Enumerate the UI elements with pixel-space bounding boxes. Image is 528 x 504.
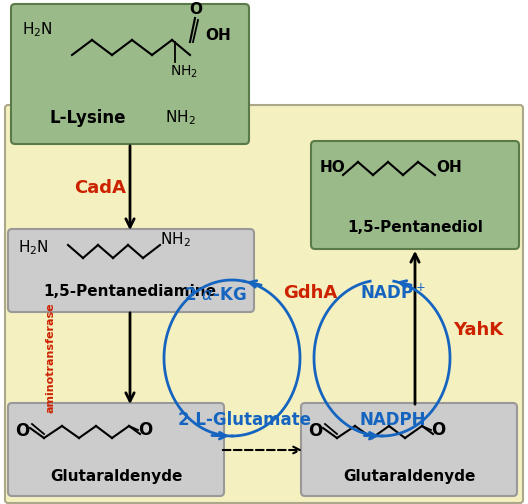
Text: aminotransferase: aminotransferase — [45, 303, 55, 413]
Text: 2 $\alpha$-KG: 2 $\alpha$-KG — [184, 286, 246, 304]
FancyBboxPatch shape — [311, 141, 519, 249]
Text: O: O — [190, 3, 203, 18]
Text: O: O — [15, 422, 29, 440]
Text: GdhA: GdhA — [283, 284, 337, 302]
FancyBboxPatch shape — [301, 403, 517, 496]
Text: L-Lysine: L-Lysine — [50, 109, 126, 127]
Text: Glutaraldenyde: Glutaraldenyde — [50, 469, 182, 483]
Text: HO: HO — [320, 160, 346, 175]
FancyBboxPatch shape — [11, 4, 249, 144]
FancyBboxPatch shape — [8, 403, 224, 496]
Text: 1,5-Pentanediol: 1,5-Pentanediol — [347, 221, 483, 235]
Text: CadA: CadA — [74, 179, 126, 197]
Text: Glutaraldenyde: Glutaraldenyde — [343, 469, 475, 483]
Text: $\mathsf{NH_2}$: $\mathsf{NH_2}$ — [160, 231, 191, 249]
FancyBboxPatch shape — [5, 105, 523, 503]
Text: O: O — [308, 422, 322, 440]
Text: YahK: YahK — [453, 321, 503, 339]
Text: O: O — [431, 421, 445, 439]
Text: O: O — [138, 421, 152, 439]
Text: 2 L-Glutamate: 2 L-Glutamate — [178, 411, 312, 429]
Text: NADPH: NADPH — [360, 411, 426, 429]
Text: OH: OH — [205, 28, 231, 42]
Text: $\mathsf{NH_2}$: $\mathsf{NH_2}$ — [170, 64, 198, 80]
Text: $\mathsf{NH_2}$: $\mathsf{NH_2}$ — [165, 109, 196, 128]
Text: OH: OH — [436, 160, 462, 175]
Text: $\mathsf{H_2N}$: $\mathsf{H_2N}$ — [22, 21, 53, 39]
Text: NADP$^+$: NADP$^+$ — [360, 283, 426, 302]
FancyBboxPatch shape — [8, 229, 254, 312]
Text: $\mathsf{H_2N}$: $\mathsf{H_2N}$ — [18, 239, 49, 258]
Text: 1,5-Pentanediamine: 1,5-Pentanediamine — [43, 284, 216, 299]
